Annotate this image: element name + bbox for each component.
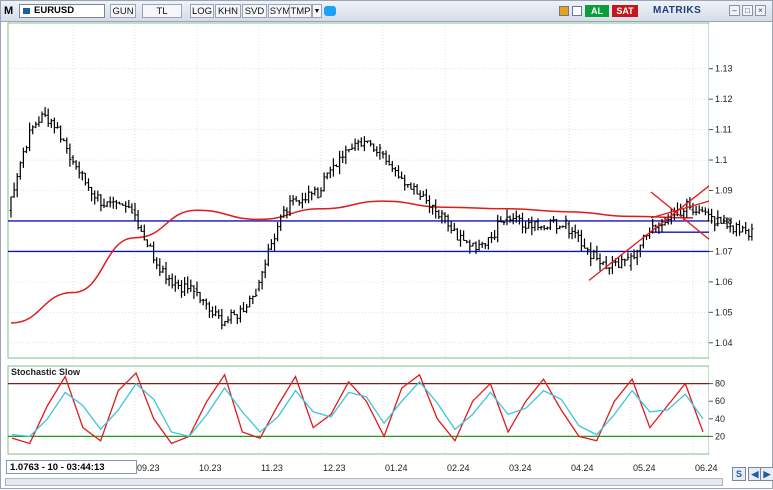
stoch-tick-label: 80 [715, 379, 725, 389]
time-tick-label: 02.24 [447, 463, 470, 473]
scroll-right-icon[interactable]: ▶ [760, 467, 773, 481]
trendline [588, 185, 710, 281]
price-tick-label: 1.06 [715, 277, 733, 287]
price-tick-label: 1.05 [715, 307, 733, 317]
khn-button[interactable]: KHN [215, 4, 241, 18]
chart-settings-icon[interactable] [559, 6, 569, 16]
time-tick-label: 03.24 [509, 463, 532, 473]
sync-icon[interactable]: S [732, 467, 746, 481]
log-scale-button[interactable]: LOG [190, 4, 214, 18]
symbol-selector[interactable]: EURUSD [19, 4, 105, 18]
price-axis [709, 23, 771, 454]
time-tick-label: 12.23 [323, 463, 346, 473]
trendline [650, 200, 710, 219]
buy-button[interactable]: AL [585, 5, 609, 17]
time-tick-label: 06.24 [695, 463, 718, 473]
stoch-d-line [11, 380, 704, 438]
stochastic-panel [7, 365, 710, 455]
price-tick-label: 1.1 [715, 155, 728, 165]
horizontal-scrollbar[interactable] [5, 478, 723, 486]
refresh-icon[interactable] [572, 6, 582, 16]
sell-button[interactable]: SAT [612, 5, 638, 17]
chart-icon [23, 8, 30, 14]
minimize-icon[interactable]: – [729, 5, 740, 16]
stoch-k-line [11, 371, 704, 445]
price-tick-label: 1.11 [715, 125, 732, 135]
price-tick-label: 1.04 [715, 338, 733, 348]
stoch-tick-label: 40 [715, 414, 725, 424]
close-icon[interactable]: × [755, 5, 766, 16]
svd-button[interactable]: SVD [242, 4, 267, 18]
price-tick-label: 1.13 [715, 64, 733, 74]
toolbar: M EURUSD GUN TL LOG KHN SVD SYM TMP ▼ AL… [1, 1, 772, 22]
template-button[interactable]: TMP [289, 4, 312, 18]
app-logo: M [4, 5, 14, 17]
time-tick-label: 11.23 [261, 463, 283, 473]
symbol-label: EURUSD [34, 5, 75, 16]
time-tick-label: 01.24 [385, 463, 408, 473]
currency-tl-button[interactable]: TL [142, 4, 182, 18]
price-tick-label: 1.09 [715, 186, 733, 196]
trendline [650, 191, 710, 240]
price-tick-label: 1.12 [715, 94, 733, 104]
brand-label: MATRIKS [653, 5, 702, 16]
time-tick-label: 10.23 [199, 463, 222, 473]
period-daily-button[interactable]: GUN [110, 4, 136, 18]
time-tick-label: 09.23 [137, 463, 160, 473]
moving-average-line [10, 200, 694, 324]
time-tick-label: 04.24 [571, 463, 594, 473]
stoch-tick-label: 20 [715, 431, 725, 441]
stoch-tick-label: 60 [715, 396, 725, 406]
price-readout: 1.0763 - 10 - 03:44:13 [6, 460, 137, 474]
stochastic-title: Stochastic Slow [11, 367, 81, 377]
twitter-icon[interactable] [324, 6, 336, 16]
price-tick-label: 1.07 [715, 246, 733, 256]
template-dropdown-icon[interactable]: ▼ [312, 4, 322, 18]
time-tick-label: 05.24 [633, 463, 656, 473]
maximize-icon[interactable]: □ [742, 5, 753, 16]
